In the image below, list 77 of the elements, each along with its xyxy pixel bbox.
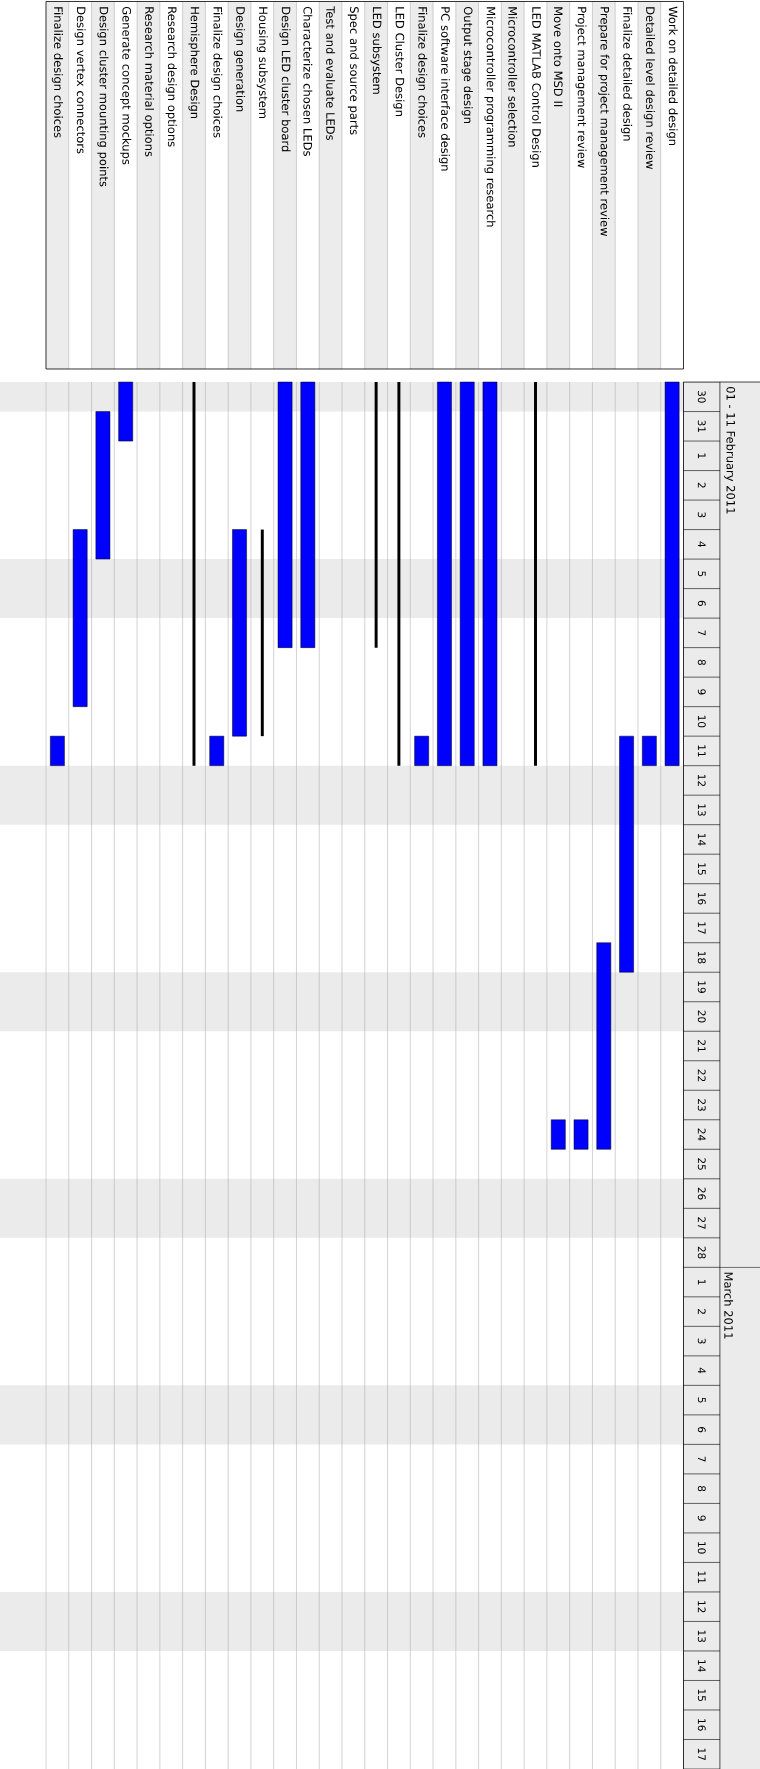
y-tick-label: 11 (697, 1571, 706, 1583)
y-tick-label: 13 (697, 1630, 706, 1643)
y-tick-label: 15 (697, 863, 706, 875)
y-tick-label: 24 (697, 1128, 706, 1141)
x-tick-label: Design vertex connectors (74, 7, 86, 154)
x-tick-label: Detailed level design review (643, 7, 655, 170)
y-tick-label: 23 (697, 1099, 706, 1111)
y-tick-label: 1 (697, 453, 706, 459)
y-tick-label: 16 (697, 1719, 706, 1731)
y-tick-label: 26 (697, 1187, 706, 1200)
x-tick-label: Hemisphere Design (188, 7, 200, 119)
y-tick-label: 17 (697, 922, 706, 934)
y-tick-label: 12 (697, 774, 706, 787)
x-tick-label: Move onto MSD II (553, 7, 563, 107)
y-tick-label: 28 (697, 1246, 706, 1259)
x-tick-label: LED subsystem (370, 7, 382, 94)
x-tick-label: Microcontroller selection (508, 7, 518, 147)
y-tick-label: 10 (697, 1542, 706, 1554)
y-tick-label: 5 (697, 1397, 706, 1403)
y-tick-label: 13 (697, 804, 706, 816)
x-tick-label: Research design options (165, 7, 177, 147)
y-tick-label: 1 (697, 1279, 706, 1285)
x-tick-label: Test and evaluate LEDs (326, 6, 336, 141)
y-tick-label: 4 (697, 1367, 706, 1374)
text: 01 - 11 February 2011 (724, 386, 736, 514)
y-tick-label: 4 (697, 541, 706, 548)
y-tick-label: 2 (697, 482, 706, 488)
y-tick-label: 18 (697, 951, 706, 964)
x-tick-label: Work on detailed design (666, 6, 678, 146)
y-tick-label: 8 (697, 659, 706, 665)
y-tick-label: 11 (697, 745, 706, 757)
y-tick-label: 7 (697, 630, 706, 636)
x-tick-label: Characterize chosen LEDs (303, 6, 313, 156)
x-tick-label: LED MATLAB Control Design (529, 7, 542, 167)
x-tick-label: Finalize design choices (211, 7, 223, 138)
x-tick-label: LED Cluster Design (393, 7, 405, 116)
y-tick-label: 20 (697, 1010, 706, 1023)
x-tick-label: Design cluster mounting points (97, 7, 109, 187)
x-tick-label: PC software interface design (438, 7, 450, 171)
y-tick-label: 15 (697, 1689, 706, 1701)
x-tick-label: Housing subsystem (256, 7, 268, 119)
x-tick-label: Microcontroller programming research (484, 7, 496, 227)
y-tick-label: 12 (697, 1601, 706, 1613)
y-tick-label: 5 (697, 571, 706, 577)
y-tick-label: 19 (697, 981, 706, 993)
y-tick-label: 30 (697, 390, 706, 403)
x-tick-label: Finalize design choices (416, 7, 428, 138)
y-tick-label: 25 (697, 1158, 706, 1170)
y-tick-label: 7 (697, 1456, 706, 1462)
x-tick-label: Project management review (575, 7, 587, 168)
y-tick-label: 6 (697, 1427, 706, 1433)
y-tick-label: 14 (697, 1660, 706, 1672)
x-tick-label: Spec and source parts (347, 6, 359, 135)
x-tick-label: Finalize design choices (51, 7, 63, 138)
y-tick-label: 17 (697, 1748, 706, 1761)
y-tick-label: 21 (697, 1040, 706, 1052)
y-tick-label: 14 (697, 833, 706, 846)
x-tick-label: Design generation (233, 7, 246, 112)
y-tick-label: 27 (697, 1217, 706, 1229)
y-tick-label: 9 (697, 689, 706, 695)
y-tick-label: 3 (697, 1338, 706, 1344)
y-tick-label: 2 (697, 1309, 706, 1314)
x-tick-label: Generate concept mockups (120, 6, 132, 165)
x-tick-label: Design LED cluster board (279, 7, 291, 152)
x-tick-label: Prepare for project management review (598, 7, 610, 237)
x-tick-label: Finalize detailed design (621, 7, 633, 141)
text: March 2011 (724, 1272, 734, 1339)
y-tick-label: 22 (697, 1069, 706, 1082)
y-tick-label: 10 (697, 715, 706, 728)
x-tick-label: Research material options (142, 7, 155, 157)
x-tick-label: Output stage design (461, 6, 473, 123)
y-tick-label: 6 (697, 600, 706, 607)
y-tick-label: 3 (697, 512, 706, 518)
y-tick-label: 9 (697, 1515, 706, 1521)
y-tick-label: 31 (697, 420, 706, 433)
y-tick-label: 16 (697, 892, 706, 905)
y-tick-label: 8 (697, 1486, 706, 1492)
